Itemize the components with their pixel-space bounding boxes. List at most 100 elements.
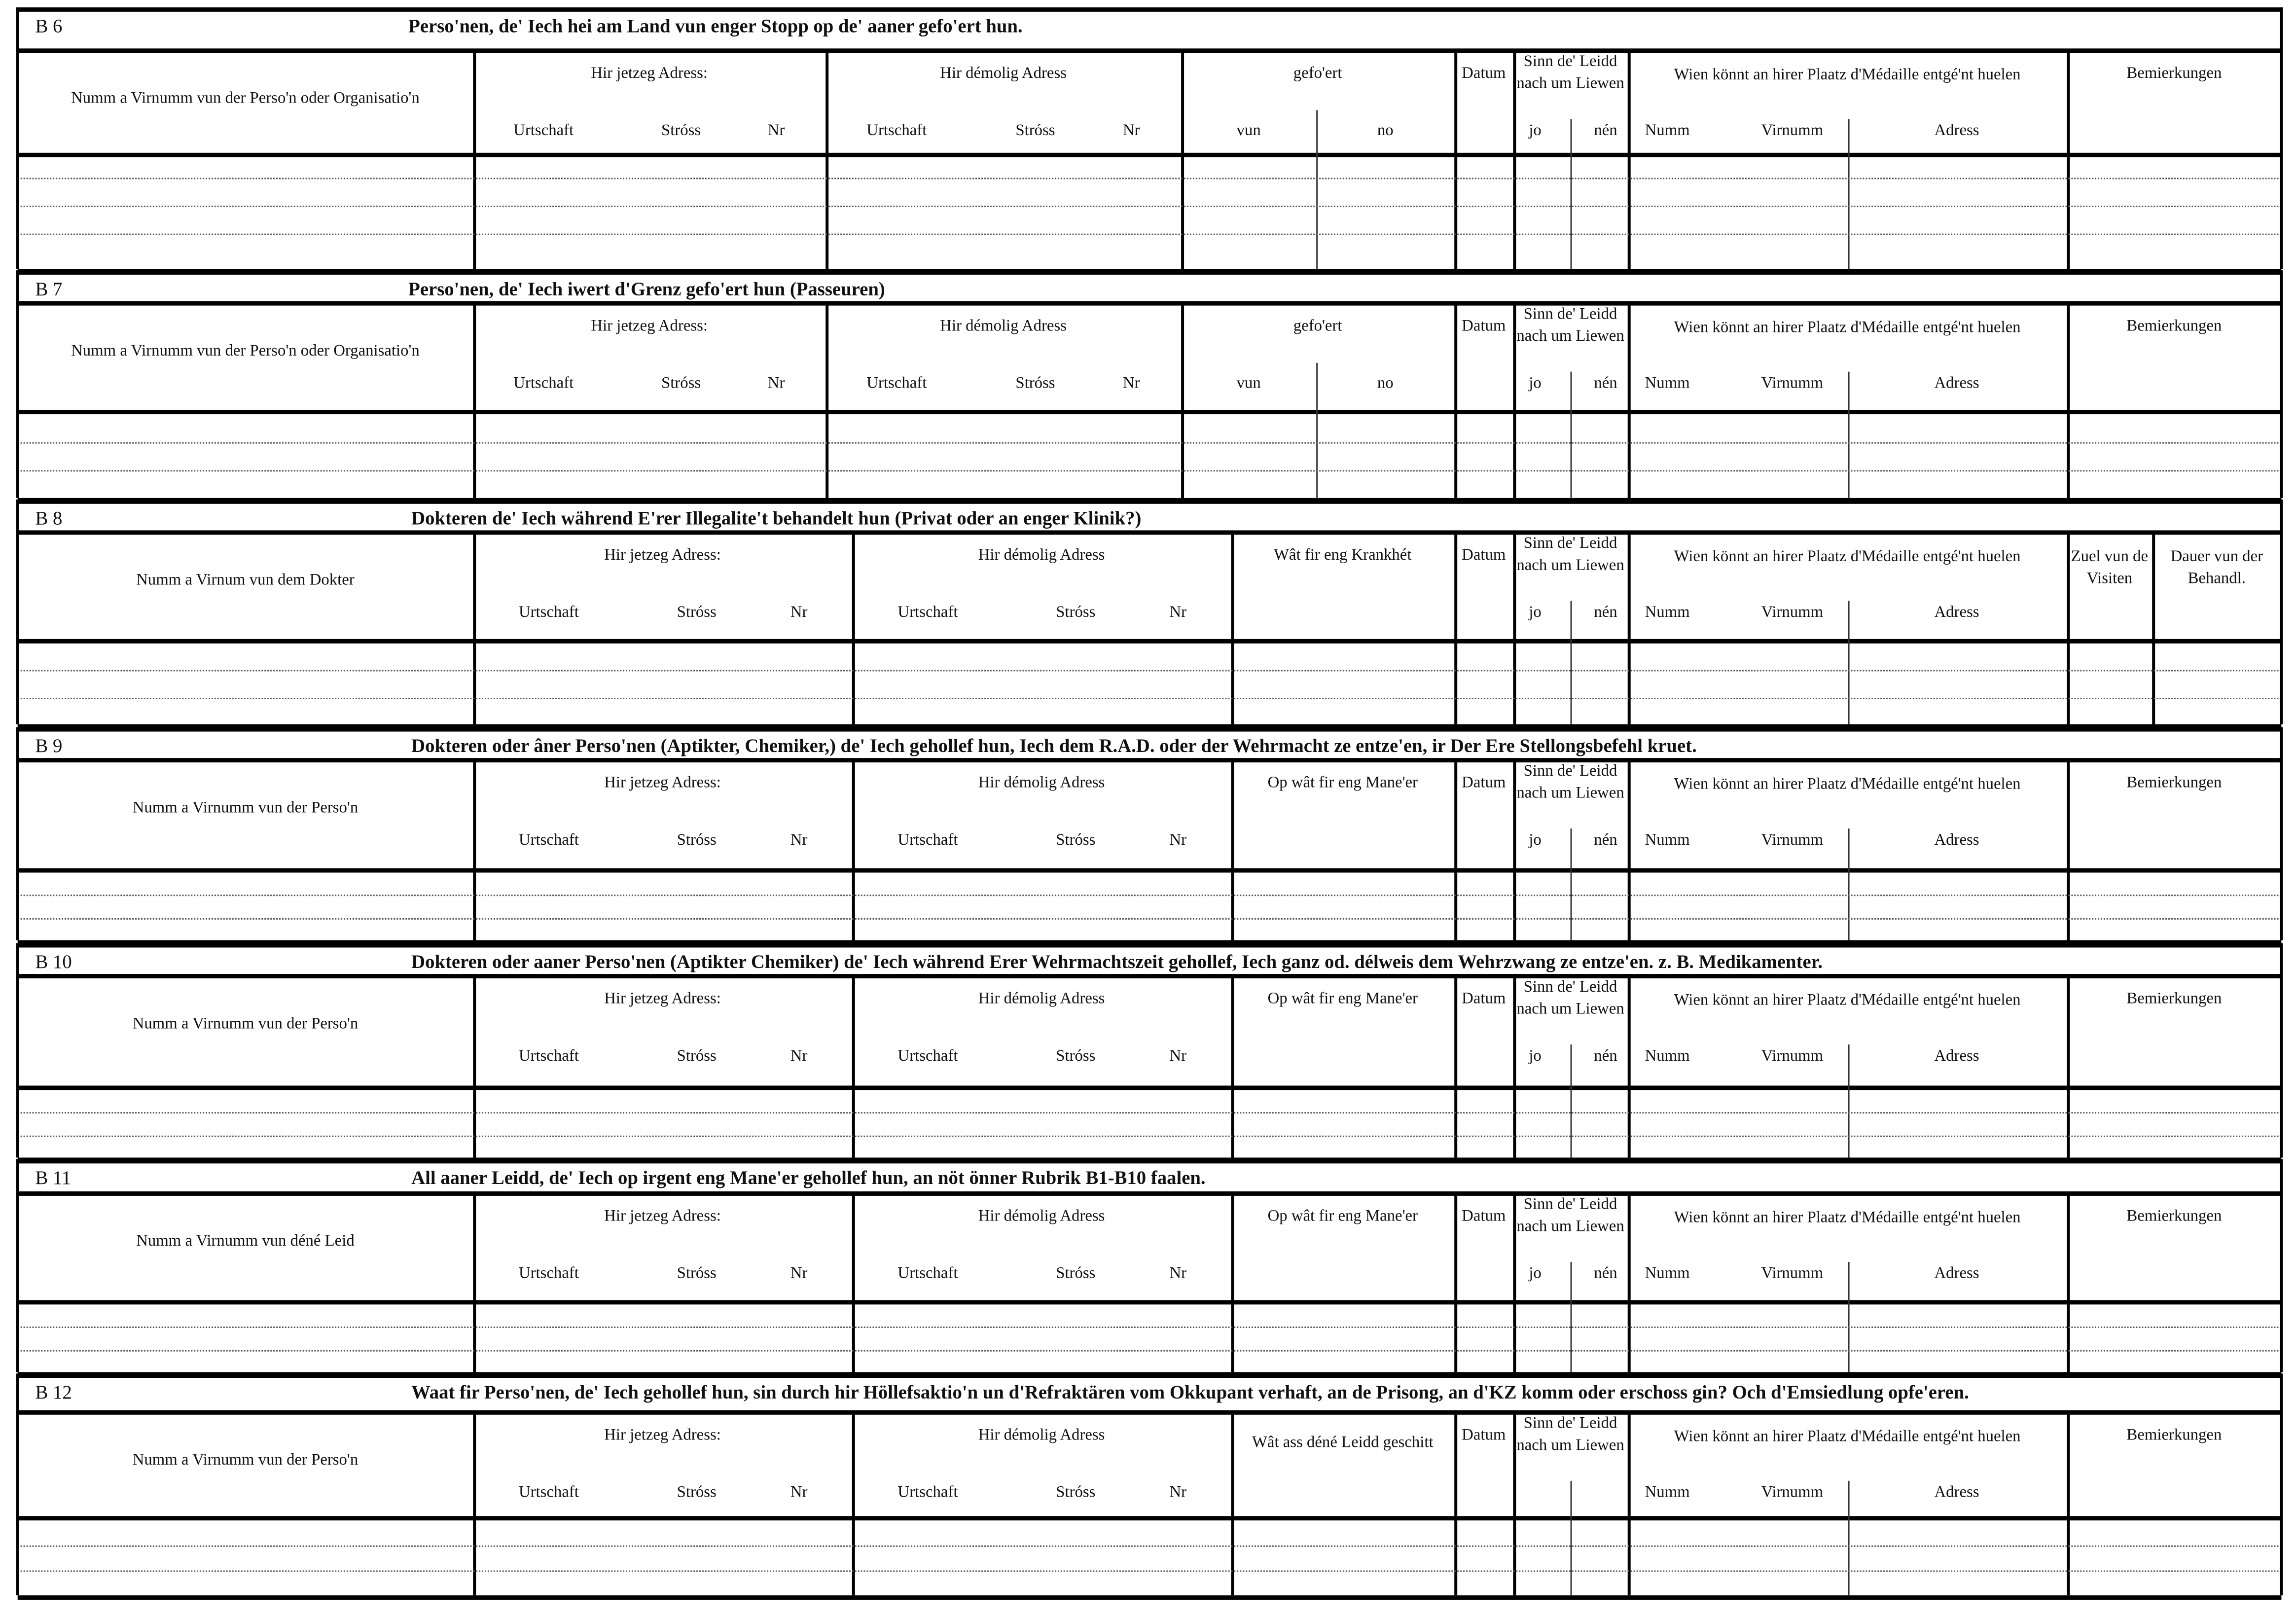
column4-sub-from: vun	[1236, 374, 1261, 393]
alive-header: Sinn de' Leidd nach um Liewen	[1516, 1195, 1624, 1236]
section-title: Dokteren oder âner Perso'nen (Aptikter, …	[411, 734, 1697, 757]
name-column-header: Numm a Virnumm vun der Perso'n	[132, 1015, 359, 1033]
medal-header: Wien könnt an hirer Plaatz d'Médaille en…	[1674, 991, 2021, 1009]
column4-sub-from: vun	[1236, 122, 1261, 140]
alive-split	[1570, 1044, 1572, 1158]
former-address-header: Hir démolig Adress	[978, 774, 1105, 792]
medal-header: Wien könnt an hirer Plaatz d'Médaille en…	[1674, 548, 2021, 566]
former-address-sub-2: Nr	[1169, 1264, 1187, 1283]
form-right-border	[2280, 7, 2283, 269]
section-title: Dokteren de' Iech während E'rer Illegali…	[411, 506, 1142, 529]
column-divider	[2067, 533, 2070, 724]
alive-yes: jo	[1529, 1264, 1542, 1283]
current-address-sub-0: Urtschaft	[513, 374, 574, 393]
current-address-sub-0: Urtschaft	[513, 122, 574, 140]
column-divider	[1454, 51, 1458, 269]
alive-no: nén	[1594, 122, 1617, 140]
column-divider	[1231, 977, 1234, 1158]
header-top-rule	[17, 1191, 2282, 1196]
current-address-header: Hir jetzeg Adress:	[591, 65, 708, 82]
header-top-rule	[17, 758, 2282, 763]
column-divider	[473, 51, 476, 269]
column-divider	[852, 1413, 855, 1596]
current-address-header: Hir jetzeg Adress:	[604, 774, 721, 792]
column-divider	[2067, 304, 2070, 498]
form-left-border	[16, 1159, 19, 1372]
column-divider	[2152, 533, 2155, 724]
column-divider	[1513, 761, 1516, 940]
datum-header: Datum	[1462, 990, 1506, 1008]
current-address-sub-1: Stróss	[677, 1483, 717, 1502]
entry-line	[20, 233, 2279, 235]
current-address-header: Hir jetzeg Adress:	[604, 1426, 721, 1444]
section-id: B 7	[35, 278, 63, 300]
section-bottom-rule	[17, 940, 2282, 945]
column-divider	[1513, 1413, 1516, 1596]
current-address-header: Hir jetzeg Adress:	[604, 1207, 721, 1225]
name-column-header: Numm a Virnumm vun der Perso'n oder Orga…	[71, 89, 420, 108]
column-divider	[1231, 1194, 1234, 1372]
form-left-border	[16, 727, 19, 940]
section-top-rule	[17, 1373, 2282, 1378]
column-divider	[1231, 761, 1234, 940]
header-top-rule	[17, 1410, 2282, 1415]
alive-yes: jo	[1529, 604, 1542, 622]
alive-split	[1570, 119, 1572, 269]
section-top-rule	[17, 1159, 2282, 1164]
form-left-border	[16, 943, 19, 1158]
current-address-header: Hir jetzeg Adress:	[604, 546, 721, 564]
current-address-sub-2: Nr	[790, 1047, 808, 1065]
column-divider	[852, 977, 855, 1158]
column-divider	[1454, 304, 1458, 498]
medal-sub-firstname: Virnumm	[1761, 831, 1824, 849]
column4-header: Wât ass déné Leidd geschitt	[1252, 1434, 1434, 1452]
former-address-sub-0: Urtschaft	[897, 604, 958, 622]
former-address-sub-2: Nr	[1169, 1483, 1187, 1502]
current-address-sub-1: Stróss	[677, 1047, 717, 1065]
former-address-sub-1: Stróss	[1056, 1483, 1096, 1502]
section-title: Dokteren oder aaner Perso'nen (Aptikter …	[411, 950, 1823, 973]
alive-no: nén	[1594, 831, 1617, 849]
column-divider	[1627, 761, 1631, 940]
former-address-sub-1: Stróss	[1056, 1047, 1096, 1065]
form-right-border	[2280, 270, 2283, 498]
former-address-sub-2: Nr	[1169, 604, 1187, 622]
former-address-sub-1: Stróss	[1015, 122, 1055, 140]
alive-no: nén	[1594, 374, 1617, 393]
column-divider	[473, 1194, 476, 1372]
datum-header: Datum	[1462, 774, 1506, 792]
section-top-rule	[17, 270, 2282, 275]
alive-header: Sinn de' Leidd nach um Liewen	[1516, 762, 1624, 802]
form-left-border	[16, 1373, 19, 1596]
form-left-border	[16, 499, 19, 724]
medal-sub-address: Adress	[1934, 374, 1979, 393]
medal-sub-address: Adress	[1934, 604, 1979, 622]
medal-split	[1848, 119, 1850, 269]
header-bottom-rule	[17, 152, 2282, 157]
column-divider	[825, 304, 829, 498]
column-divider	[1231, 533, 1234, 724]
section-id: B 6	[35, 14, 63, 37]
former-address-header: Hir démolig Adress	[940, 317, 1067, 335]
section-top-rule	[17, 7, 2282, 12]
column-divider	[473, 1413, 476, 1596]
entry-line	[20, 917, 2279, 919]
current-address-sub-2: Nr	[767, 374, 785, 393]
column-divider	[2067, 761, 2070, 940]
datum-header: Datum	[1462, 317, 1506, 335]
entry-line	[20, 1327, 2279, 1328]
name-column-header: Numm a Virnum vun dem Dokter	[136, 571, 355, 589]
section-title: All aaner Leidd, de' Iech op irgent eng …	[411, 1166, 1206, 1189]
former-address-sub-0: Urtschaft	[897, 1483, 958, 1502]
remarks-header: Bemierkungen	[2126, 774, 2222, 792]
remarks-header: Bemierkungen	[2126, 317, 2222, 335]
medal-sub-name: Numm	[1645, 1264, 1690, 1283]
remarks-header: Bemierkungen	[2126, 990, 2222, 1008]
alive-no: nén	[1594, 1047, 1617, 1065]
medal-sub-address: Adress	[1934, 831, 1979, 849]
column-divider	[473, 761, 476, 940]
datum-header: Datum	[1462, 65, 1506, 82]
column-divider	[1627, 1413, 1631, 1596]
section-id: B 10	[35, 950, 72, 973]
